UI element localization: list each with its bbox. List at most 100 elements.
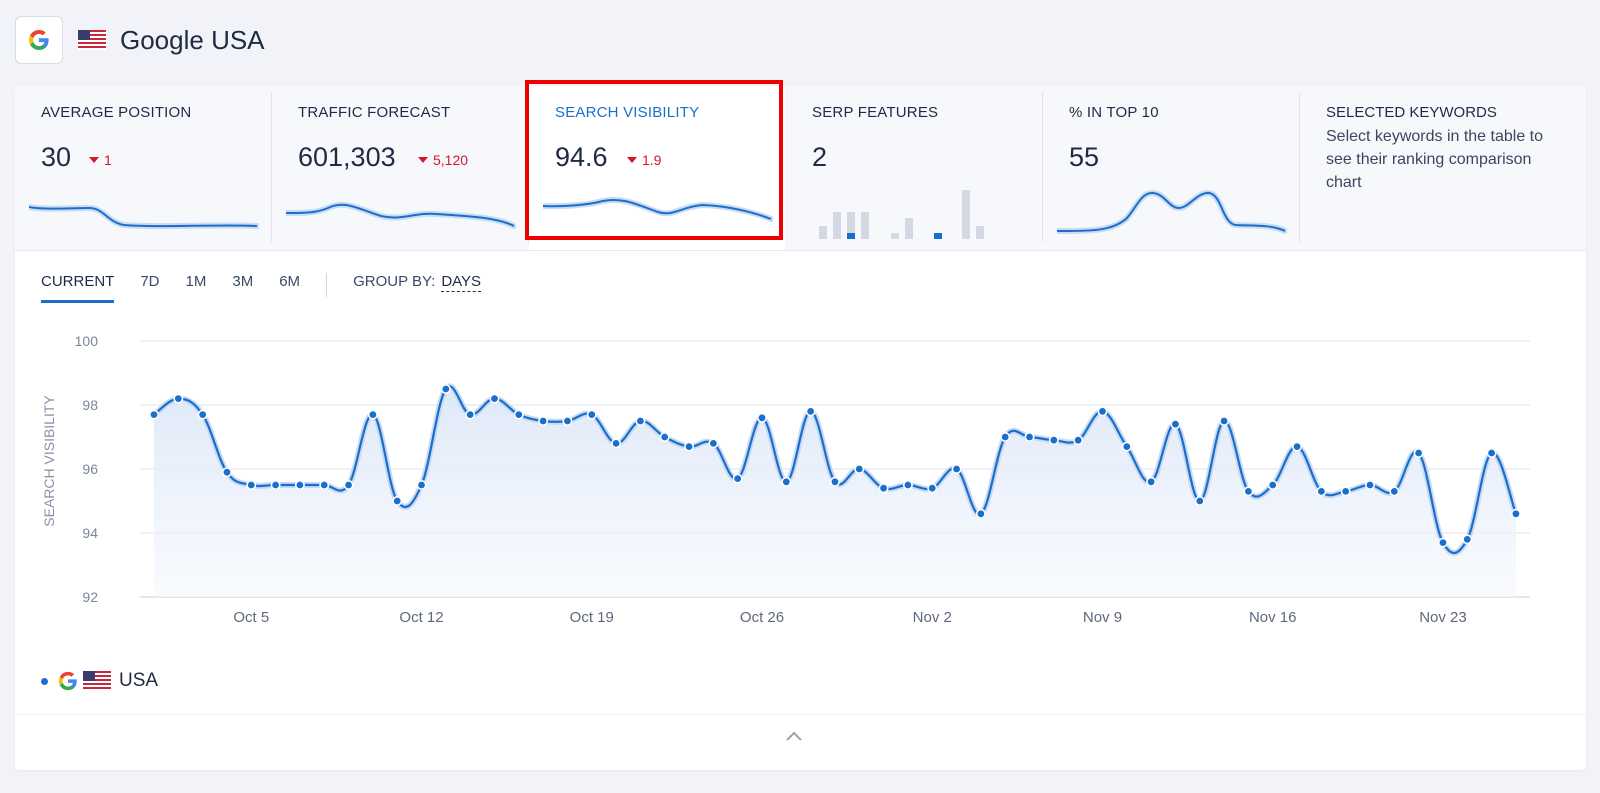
metric-delta: 1 — [89, 152, 112, 168]
data-point[interactable] — [927, 483, 938, 494]
data-point[interactable] — [951, 464, 962, 475]
metric-delta: 1.9 — [627, 152, 661, 168]
y-axis-label: SEARCH VISIBILITY — [41, 395, 57, 527]
data-point[interactable] — [708, 438, 719, 449]
data-point[interactable] — [392, 496, 403, 507]
metric-average-position[interactable]: AVERAGE POSITION 30 1 — [15, 86, 271, 250]
data-point[interactable] — [586, 409, 597, 420]
data-point[interactable] — [1243, 486, 1254, 497]
down-arrow-icon — [89, 157, 99, 163]
tab-6m[interactable]: 6M — [279, 273, 301, 290]
data-point[interactable] — [1170, 419, 1181, 430]
chart-legend[interactable]: USA — [41, 670, 158, 692]
data-point[interactable] — [1437, 537, 1448, 548]
data-point[interactable] — [732, 473, 743, 484]
data-point[interactable] — [1510, 508, 1521, 519]
data-point[interactable] — [1389, 486, 1400, 497]
data-point[interactable] — [1316, 486, 1327, 497]
data-point[interactable] — [1000, 432, 1011, 443]
data-point[interactable] — [854, 464, 865, 475]
data-point[interactable] — [1340, 486, 1351, 497]
metric-label: AVERAGE POSITION — [41, 104, 192, 121]
google-icon — [58, 671, 77, 691]
data-point[interactable] — [1267, 480, 1278, 491]
sparkline — [29, 204, 259, 230]
data-point[interactable] — [805, 406, 816, 417]
data-point[interactable] — [416, 480, 427, 491]
data-point[interactable] — [659, 432, 670, 443]
data-point[interactable] — [1097, 406, 1108, 417]
data-point[interactable] — [562, 416, 573, 427]
search-engine-button[interactable] — [15, 16, 63, 64]
metric-top10[interactable]: % IN TOP 10 55 — [1043, 86, 1299, 250]
metric-label: SEARCH VISIBILITY — [555, 104, 700, 121]
data-point[interactable] — [319, 480, 330, 491]
data-point[interactable] — [1413, 448, 1424, 459]
delta-value: 1.9 — [642, 152, 662, 168]
data-point[interactable] — [149, 409, 160, 420]
group-by-control[interactable]: GROUP BY: DAYS — [353, 273, 482, 292]
tab-3m[interactable]: 3M — [232, 273, 254, 290]
data-point[interactable] — [1462, 534, 1473, 545]
tabs-separator — [326, 273, 328, 297]
data-point[interactable] — [781, 476, 792, 487]
tab-7d[interactable]: 7D — [140, 273, 160, 290]
metric-divider — [1299, 92, 1300, 242]
down-arrow-icon — [627, 157, 637, 163]
group-by-label: GROUP BY: — [353, 273, 436, 290]
group-by-value[interactable]: DAYS — [441, 273, 482, 292]
data-point[interactable] — [489, 393, 500, 404]
data-point[interactable] — [440, 383, 451, 394]
data-point[interactable] — [221, 467, 232, 478]
data-point[interactable] — [975, 508, 986, 519]
data-point[interactable] — [902, 480, 913, 491]
card-footer — [15, 714, 1586, 771]
metric-serp-features[interactable]: SERP FEATURES 2 — [786, 86, 1042, 250]
page-title: Google USA — [120, 24, 265, 55]
data-point[interactable] — [756, 412, 767, 423]
data-point[interactable] — [1024, 432, 1035, 443]
data-point[interactable] — [1292, 441, 1303, 452]
data-point[interactable] — [270, 480, 281, 491]
data-point[interactable] — [1219, 416, 1230, 427]
data-point[interactable] — [367, 409, 378, 420]
metric-delta: 5,120 — [418, 152, 468, 168]
us-flag-icon — [83, 671, 111, 691]
tab-1m[interactable]: 1M — [185, 273, 207, 290]
data-point[interactable] — [246, 480, 257, 491]
data-point[interactable] — [611, 438, 622, 449]
x-tick-label: Oct 12 — [399, 609, 443, 626]
metric-search-visibility[interactable]: SEARCH VISIBILITY 94.6 1.9 — [529, 86, 785, 250]
data-point[interactable] — [1048, 435, 1059, 446]
data-point[interactable] — [197, 409, 208, 420]
sparkline — [286, 201, 516, 229]
data-point[interactable] — [829, 476, 840, 487]
data-point[interactable] — [1146, 476, 1157, 487]
data-point[interactable] — [294, 480, 305, 491]
down-arrow-icon — [418, 157, 428, 163]
legend-label: USA — [119, 670, 159, 691]
data-point[interactable] — [684, 441, 695, 452]
y-tick-label: 94 — [82, 525, 98, 541]
data-point[interactable] — [1121, 441, 1132, 452]
data-point[interactable] — [878, 483, 889, 494]
tab-current[interactable]: CURRENT — [41, 273, 115, 303]
data-point[interactable] — [343, 480, 354, 491]
data-point[interactable] — [465, 409, 476, 420]
metric-traffic-forecast[interactable]: TRAFFIC FORECAST 601,303 5,120 — [272, 86, 528, 250]
data-point[interactable] — [1194, 496, 1205, 507]
data-point[interactable] — [1365, 480, 1376, 491]
x-tick-label: Nov 23 — [1419, 609, 1467, 626]
data-point[interactable] — [513, 409, 524, 420]
data-point[interactable] — [635, 416, 646, 427]
metric-label: % IN TOP 10 — [1069, 104, 1159, 121]
sparkline — [1057, 190, 1287, 235]
data-point[interactable] — [173, 393, 184, 404]
metric-value: 30 — [41, 142, 72, 172]
data-point[interactable] — [1486, 448, 1497, 459]
x-tick-label: Oct 5 — [233, 609, 269, 626]
y-tick-label: 96 — [82, 461, 98, 477]
chevron-up-icon[interactable] — [785, 730, 803, 742]
data-point[interactable] — [538, 416, 549, 427]
data-point[interactable] — [1073, 435, 1084, 446]
